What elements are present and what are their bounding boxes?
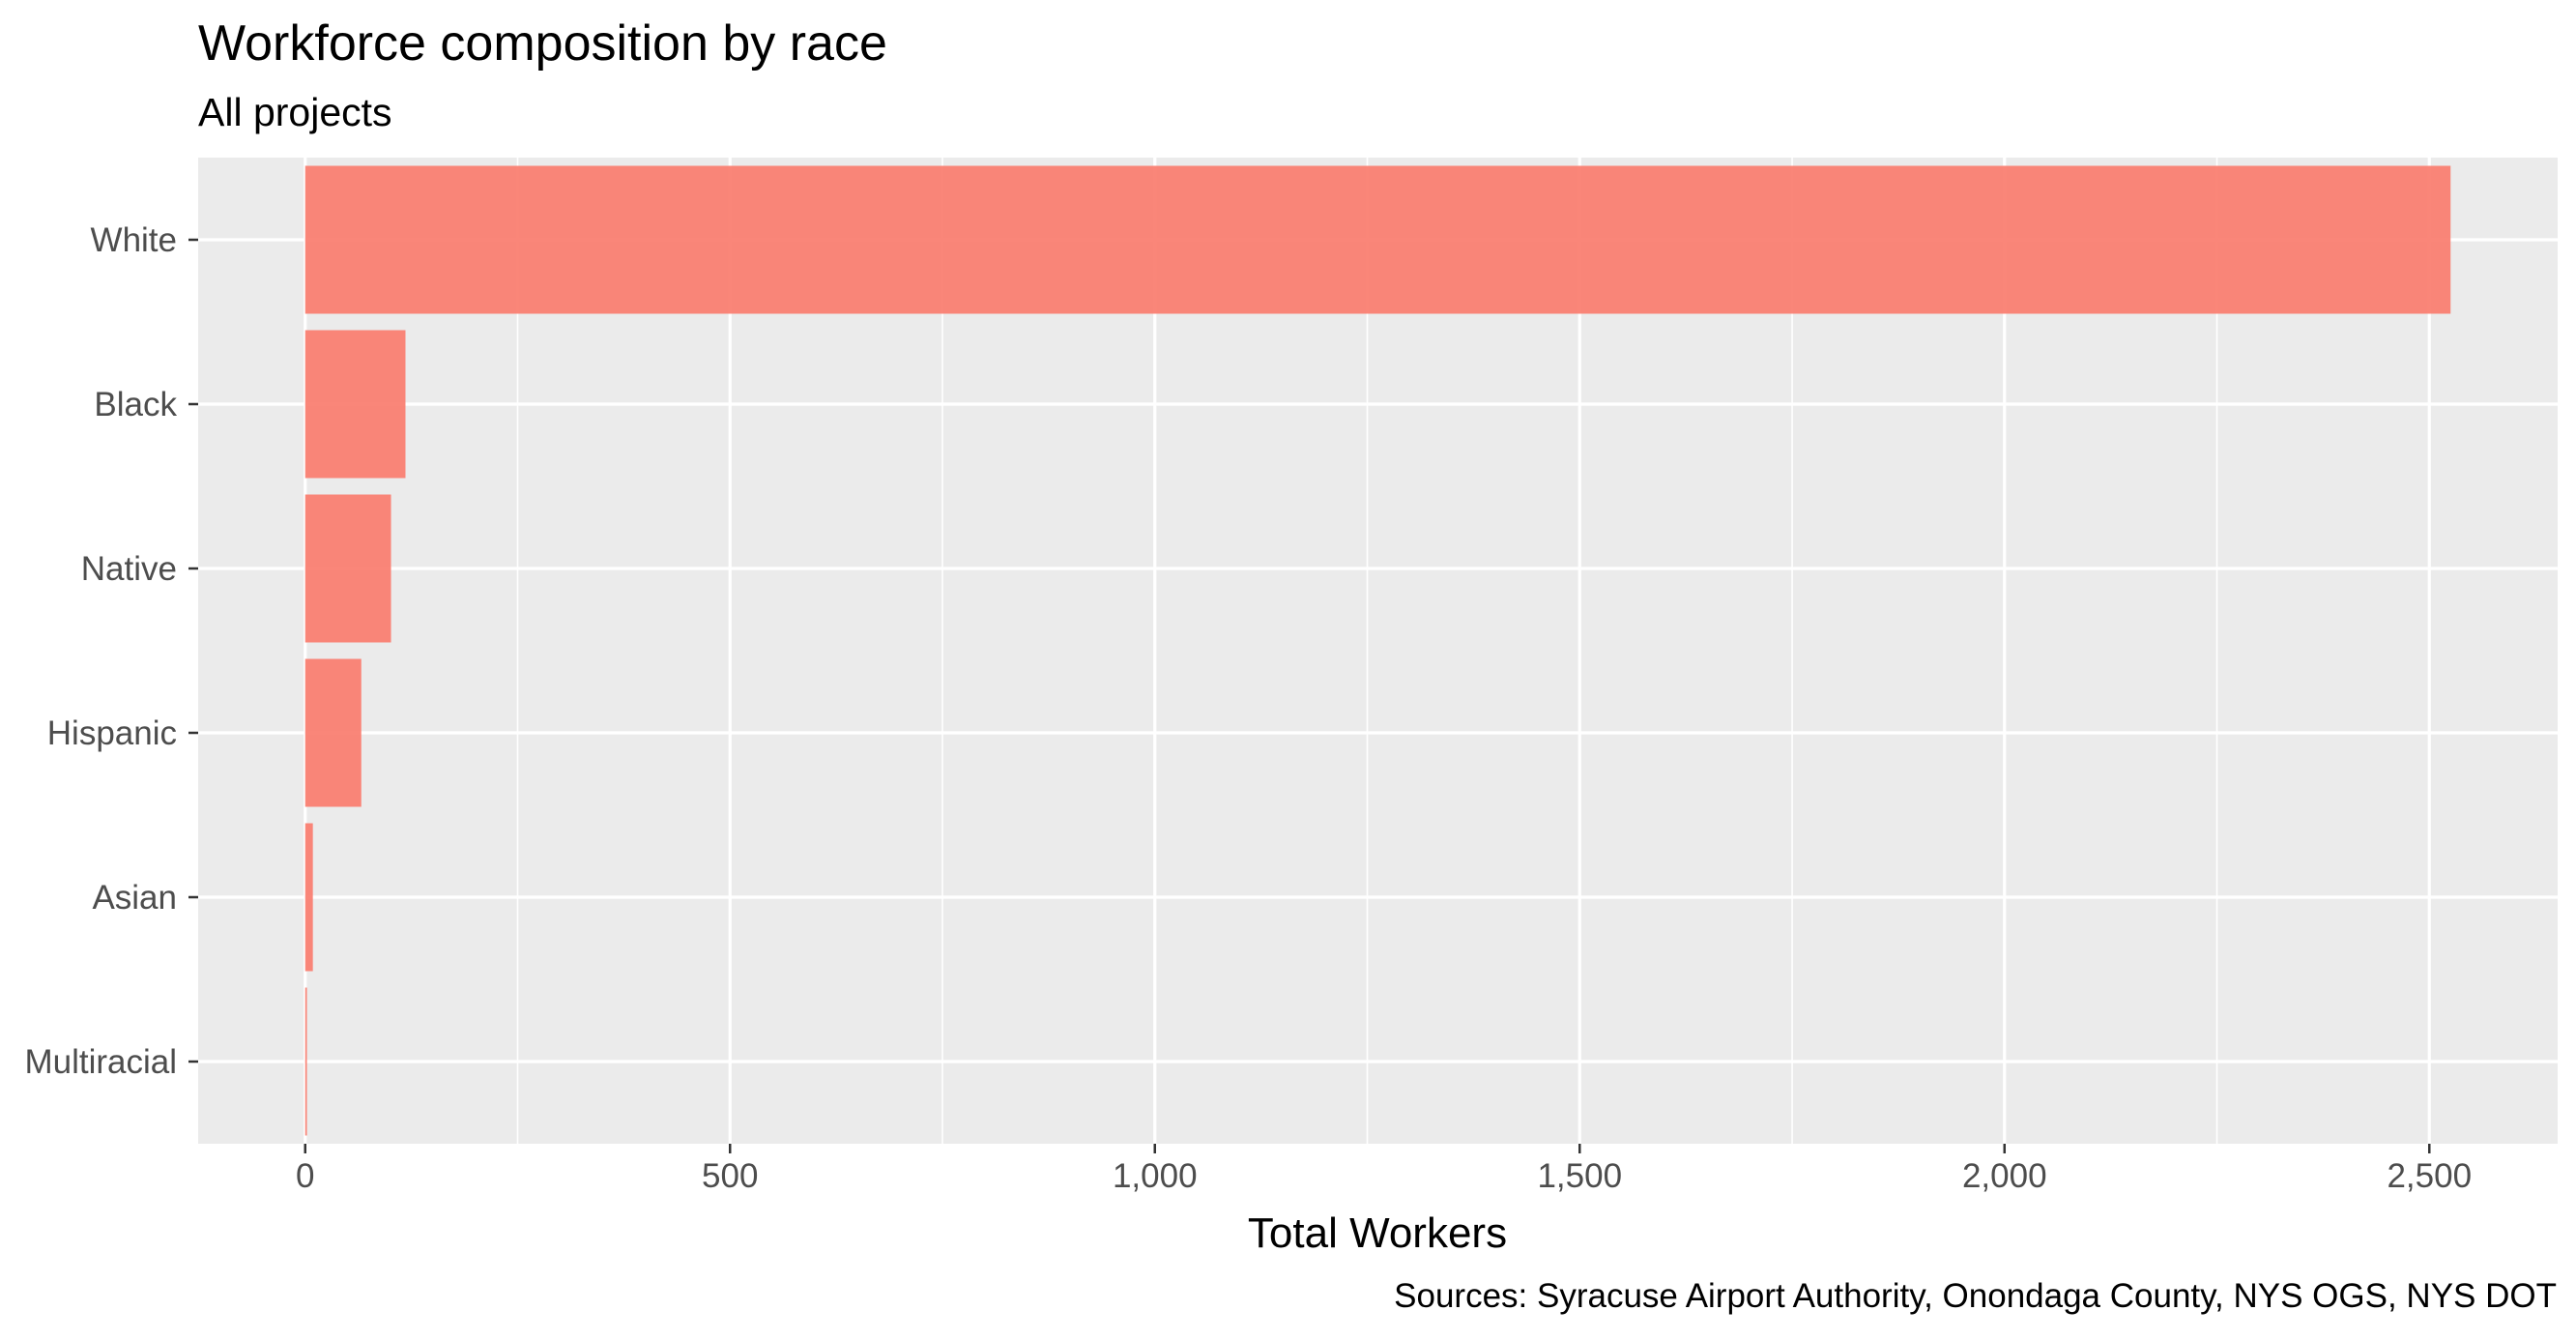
plot-panel <box>198 158 2558 1144</box>
x-axis-title: Total Workers <box>1248 1209 1507 1257</box>
bar-black <box>304 330 406 479</box>
x-tick-label: 2,500 <box>2387 1157 2472 1195</box>
x-tick-label: 500 <box>702 1157 758 1195</box>
y-axis: White Black Native Hispanic Asian Multiracial <box>24 221 198 1081</box>
x-tick-label: 0 <box>296 1157 314 1195</box>
y-tick-label: Hispanic <box>47 714 177 752</box>
bar-native <box>304 494 391 643</box>
major-gridlines <box>198 158 2558 1144</box>
y-tick-label: White <box>91 221 177 259</box>
bar-hispanic <box>304 658 362 807</box>
x-axis: 0 500 1,000 1,500 2,000 2,500 <box>296 1144 2472 1195</box>
minor-gridlines <box>516 158 2218 1144</box>
chart-caption: Sources: Syracuse Airport Authority, Ono… <box>1394 1277 2557 1315</box>
bar-white <box>304 165 2451 314</box>
y-tick-label: Asian <box>92 879 177 917</box>
x-tick-label: 2,000 <box>1962 1157 2047 1195</box>
x-tick-label: 1,500 <box>1537 1157 1622 1195</box>
y-tick-label: Multiracial <box>24 1043 177 1081</box>
chart-subtitle: All projects <box>198 90 392 134</box>
y-tick-label: Black <box>94 386 177 423</box>
chart-title: Workforce composition by race <box>198 15 887 72</box>
bars <box>304 165 2451 1136</box>
x-tick-label: 1,000 <box>1113 1157 1198 1195</box>
y-tick-label: Native <box>81 550 177 588</box>
bar-multiracial <box>304 987 307 1136</box>
bar-asian <box>304 823 313 972</box>
